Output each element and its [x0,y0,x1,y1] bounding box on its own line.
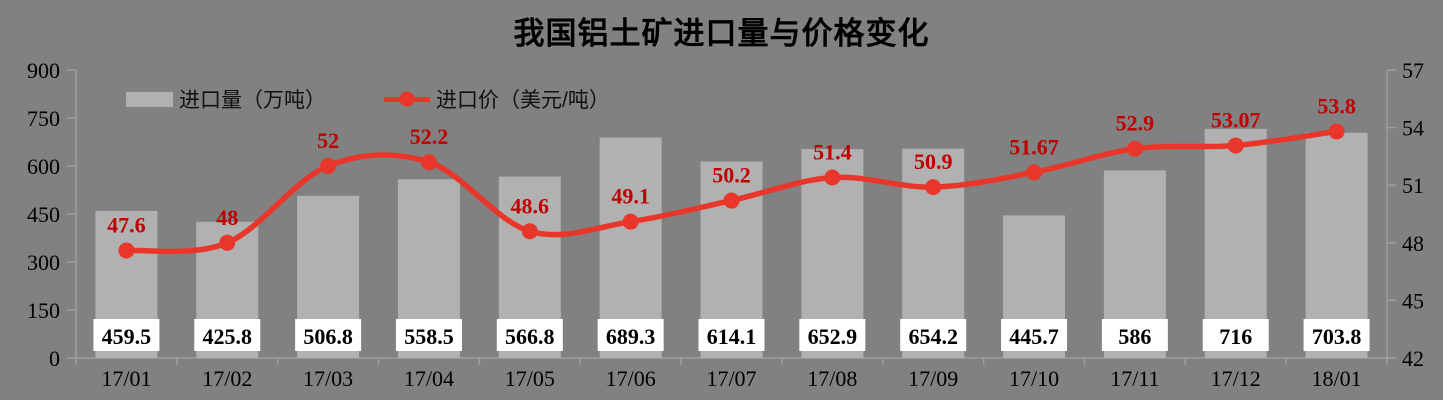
legend-item-import-volume: 进口量（万吨） [126,84,326,114]
x-axis-category-label: 17/09 [908,366,958,391]
volume-label-box [799,319,866,351]
x-axis-category-label: 17/05 [505,366,555,391]
volume-label-box [93,319,160,351]
volume-label-box [1101,319,1168,351]
price-value-label: 52 [317,128,339,153]
x-axis-category-label: 17/01 [101,366,151,391]
x-axis-category-label: 17/07 [706,366,756,391]
x-axis-category-label: 17/03 [303,366,353,391]
x-axis-category-label: 17/06 [606,366,656,391]
price-value-label: 49.1 [611,184,650,209]
left-axis-tick-label: 150 [27,298,60,323]
price-point-marker [320,158,337,174]
price-point-marker [1227,137,1244,154]
volume-value-label: 425.8 [203,324,253,349]
price-point-marker [1328,123,1345,140]
price-point-marker [1026,164,1043,181]
volume-label-box [1303,319,1370,351]
volume-label-box [597,319,664,351]
volume-value-label: 689.3 [606,324,656,349]
price-value-label: 51.67 [1009,134,1059,159]
legend: 进口量（万吨） 进口价（美元/吨） [126,84,610,114]
price-value-label: 50.2 [712,163,751,188]
volume-label-box [496,319,563,351]
volume-value-label: 654.2 [908,324,958,349]
price-point-marker [622,213,639,230]
left-axis-tick-label: 750 [27,106,60,131]
x-axis-category-label: 17/02 [202,366,252,391]
volume-value-label: 558.5 [404,324,454,349]
price-value-label: 48 [216,205,238,230]
volume-label-box [900,319,967,351]
price-value-label: 52.9 [1116,111,1155,136]
bar-swatch-icon [126,91,173,107]
legend-item-import-price: 进口价（美元/吨） [384,84,610,114]
price-value-label: 53.07 [1211,107,1261,132]
price-value-label: 48.6 [511,193,550,218]
price-point-marker [1126,140,1143,157]
price-point-marker [824,169,841,186]
volume-label-box [295,319,362,351]
price-value-label: 47.6 [107,212,146,237]
price-point-marker [219,234,236,251]
left-axis-tick-label: 0 [49,346,60,371]
left-axis-tick-label: 450 [27,202,60,227]
volume-label-box [395,319,462,351]
price-point-marker [925,179,942,196]
left-axis-tick-label: 300 [27,250,60,275]
price-value-label: 53.8 [1317,93,1356,118]
right-axis-tick-label: 48 [1402,231,1424,256]
chart-title: 我国铝土矿进口量与价格变化 [513,16,930,51]
volume-value-label: 614.1 [707,324,757,349]
x-axis-category-label: 17/11 [1110,366,1159,391]
x-axis-category-label: 17/08 [807,366,857,391]
right-axis-tick-label: 51 [1402,173,1424,198]
price-point-marker [723,192,740,209]
price-value-label: 50.9 [914,149,953,174]
right-axis-tick-label: 45 [1402,288,1424,313]
price-point-marker [118,242,135,259]
price-value-label: 51.4 [813,140,852,165]
volume-value-label: 459.5 [102,324,152,349]
legend-label-import-volume: 进口量（万吨） [179,89,326,112]
x-axis-category-label: 17/12 [1211,366,1261,391]
x-axis-category-label: 18/01 [1312,366,1362,391]
right-axis-tick-label: 57 [1402,58,1424,83]
volume-value-label: 652.9 [808,324,858,349]
right-axis-tick-label: 42 [1402,346,1424,371]
volume-label-box [698,319,765,351]
volume-value-label: 586 [1118,324,1151,349]
right-axis-tick-label: 54 [1402,116,1424,141]
x-axis-category-label: 17/04 [404,366,454,391]
left-axis-tick-label: 600 [27,154,60,179]
volume-label-box [1202,319,1269,351]
volume-value-label: 716 [1219,324,1252,349]
price-value-label: 52.2 [410,124,449,149]
volume-label-box [194,319,261,351]
line-marker-icon [399,91,415,107]
volume-value-label: 506.8 [303,324,353,349]
volume-value-label: 703.8 [1312,324,1362,349]
legend-label-import-price: 进口价（美元/吨） [436,89,610,112]
volume-label-box [1001,319,1068,351]
price-point-marker [420,154,437,171]
price-point-marker [521,223,538,240]
x-axis-category-label: 17/10 [1009,366,1059,391]
line-swatch-icon [384,91,430,107]
volume-value-label: 566.8 [505,324,555,349]
left-axis-tick-label: 900 [27,58,60,83]
volume-value-label: 445.7 [1009,324,1059,349]
